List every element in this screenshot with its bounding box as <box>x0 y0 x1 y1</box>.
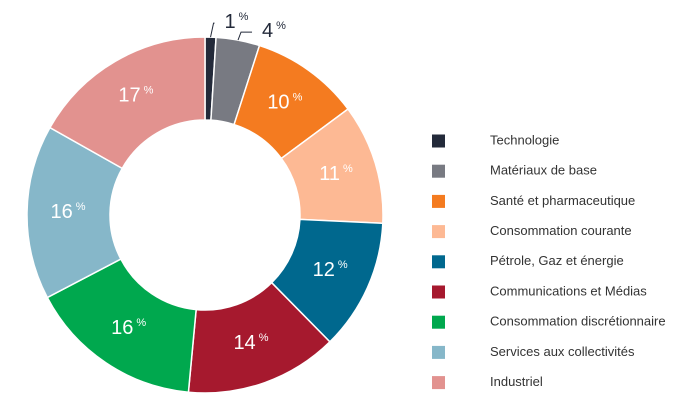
legend-label: Technologie <box>490 132 559 147</box>
slice <box>48 36 206 170</box>
legend-swatch <box>432 225 445 239</box>
legend-label: Communications et Médias <box>490 283 647 298</box>
leader-line <box>237 31 253 41</box>
data-label: 17% <box>118 85 153 107</box>
legend-swatch <box>432 285 445 299</box>
data-label: 11% <box>319 163 353 185</box>
legend-swatch <box>432 255 445 269</box>
legend: Technologie Matériaux de base Santé et pha… <box>432 132 666 390</box>
data-label: 16% <box>51 201 86 223</box>
data-label: 14% <box>233 332 268 354</box>
legend-label: Consommation discrétionnaire <box>490 314 666 329</box>
legend-label: Industriel <box>490 374 543 389</box>
data-label: 12% <box>313 259 348 281</box>
legend-label: Services aux collectivités <box>490 344 635 359</box>
legend-swatch <box>432 194 445 208</box>
legend-label: Consommation courante <box>490 223 632 238</box>
legend-swatch <box>432 315 445 329</box>
legend-swatch <box>432 345 445 359</box>
legend-label: Matériaux de base <box>490 163 597 178</box>
data-label: 10% <box>267 92 302 114</box>
legend-label: Santé et pharmaceutique <box>490 193 635 208</box>
legend-swatch <box>432 134 445 148</box>
leader-line <box>210 22 215 38</box>
legend-label: Pétrole, Gaz et énergie <box>490 253 624 268</box>
data-label: 4% <box>262 20 286 42</box>
legend-swatch <box>432 164 445 178</box>
legend-swatch <box>432 376 445 390</box>
data-label: 1% <box>225 11 249 33</box>
data-label: 16% <box>111 317 146 339</box>
